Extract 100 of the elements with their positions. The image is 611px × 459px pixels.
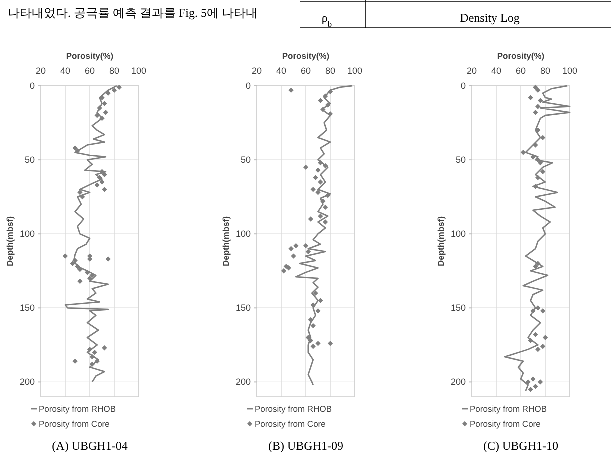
point xyxy=(542,335,548,340)
point xyxy=(80,194,86,200)
point xyxy=(294,243,299,249)
point xyxy=(536,88,541,94)
y-tick-label: 150 xyxy=(450,303,466,314)
point xyxy=(281,268,287,274)
point xyxy=(75,148,80,154)
legend-label: Porosity from Core xyxy=(470,419,542,429)
y-tick-label: 200 xyxy=(20,377,35,388)
point xyxy=(102,101,108,106)
point xyxy=(92,350,98,356)
x-tick-label: 60 xyxy=(300,66,312,76)
y-tick-label: 100 xyxy=(236,229,251,240)
point xyxy=(320,107,326,112)
x-tick-label: 80 xyxy=(325,66,336,76)
point xyxy=(78,267,83,272)
point xyxy=(318,160,324,166)
point xyxy=(536,157,541,163)
point xyxy=(328,341,334,346)
y-tick-label: 50 xyxy=(456,155,466,166)
point xyxy=(325,102,331,108)
point xyxy=(316,341,321,346)
point xyxy=(540,308,546,314)
x-tick-label: 40 xyxy=(491,66,502,76)
x-tick-label: 100 xyxy=(347,66,363,76)
point xyxy=(533,142,538,148)
point xyxy=(313,290,318,296)
point xyxy=(533,384,538,390)
point xyxy=(316,308,321,314)
point xyxy=(536,175,541,180)
text: (A) UBGH1-04 xyxy=(52,439,128,453)
point xyxy=(303,243,309,249)
point xyxy=(316,168,321,174)
point xyxy=(90,362,96,368)
point xyxy=(530,154,536,160)
point xyxy=(318,98,324,104)
point xyxy=(323,94,328,99)
point xyxy=(97,106,102,111)
point xyxy=(102,172,108,178)
y-axis-title: Depth(mbsf) xyxy=(436,216,446,267)
point xyxy=(538,98,544,104)
y-tick-label: 150 xyxy=(236,303,251,314)
line-series xyxy=(296,85,354,386)
x-tick-label: 40 xyxy=(276,66,287,76)
y-tick-label: 0 xyxy=(30,81,35,91)
point xyxy=(62,254,68,259)
x-axis-title: Porosity(%) xyxy=(497,51,545,61)
x-tick-label: 100 xyxy=(562,66,578,76)
point xyxy=(318,298,324,304)
y-tick-label: 0 xyxy=(246,81,251,91)
x-axis-title: Porosity(%) xyxy=(282,51,330,61)
text: Density Log xyxy=(460,11,520,25)
y-tick-label: 100 xyxy=(20,229,35,240)
point xyxy=(106,90,111,96)
point xyxy=(97,175,102,180)
point xyxy=(72,358,78,364)
point xyxy=(536,347,541,352)
text: ρ$_{b}$ xyxy=(322,11,332,28)
point xyxy=(288,246,294,252)
y-tick-label: 200 xyxy=(236,377,251,388)
point xyxy=(87,276,93,282)
point xyxy=(116,84,122,90)
point xyxy=(536,306,541,311)
y-axis-title: Depth(mbsf) xyxy=(5,216,15,267)
point xyxy=(100,180,105,185)
legend-label: Porosity from RHOB xyxy=(470,404,548,414)
y-tick-label: 50 xyxy=(24,155,35,166)
point xyxy=(100,169,105,174)
point xyxy=(530,308,536,314)
point xyxy=(102,346,108,351)
legend-label: Porosity from Core xyxy=(39,419,110,429)
point xyxy=(323,220,328,225)
text: (B) UBGH1-09 xyxy=(268,439,344,453)
y-tick-label: 0 xyxy=(460,81,466,91)
point xyxy=(87,347,93,352)
point xyxy=(323,204,328,210)
point xyxy=(533,84,538,90)
point xyxy=(318,180,324,185)
point xyxy=(540,169,546,174)
point xyxy=(528,338,534,344)
point xyxy=(308,317,314,323)
legend-label: Porosity from RHOB xyxy=(39,404,116,414)
point xyxy=(291,254,296,259)
point xyxy=(538,380,544,385)
y-axis-title: Depth(mbsf) xyxy=(221,216,231,267)
point xyxy=(323,163,328,169)
point xyxy=(303,164,309,170)
x-tick-label: 60 xyxy=(84,66,96,76)
x-tick-label: 20 xyxy=(466,66,478,76)
line-series xyxy=(504,85,571,392)
x-tick-label: 20 xyxy=(252,66,262,76)
point xyxy=(320,198,326,204)
point xyxy=(84,270,90,276)
x-tick-label: 100 xyxy=(131,66,147,76)
y-tick-label: 50 xyxy=(240,155,251,166)
y-tick-label: 200 xyxy=(450,377,466,388)
point xyxy=(533,332,538,338)
point xyxy=(328,89,334,95)
point xyxy=(310,323,316,329)
point xyxy=(536,104,541,110)
